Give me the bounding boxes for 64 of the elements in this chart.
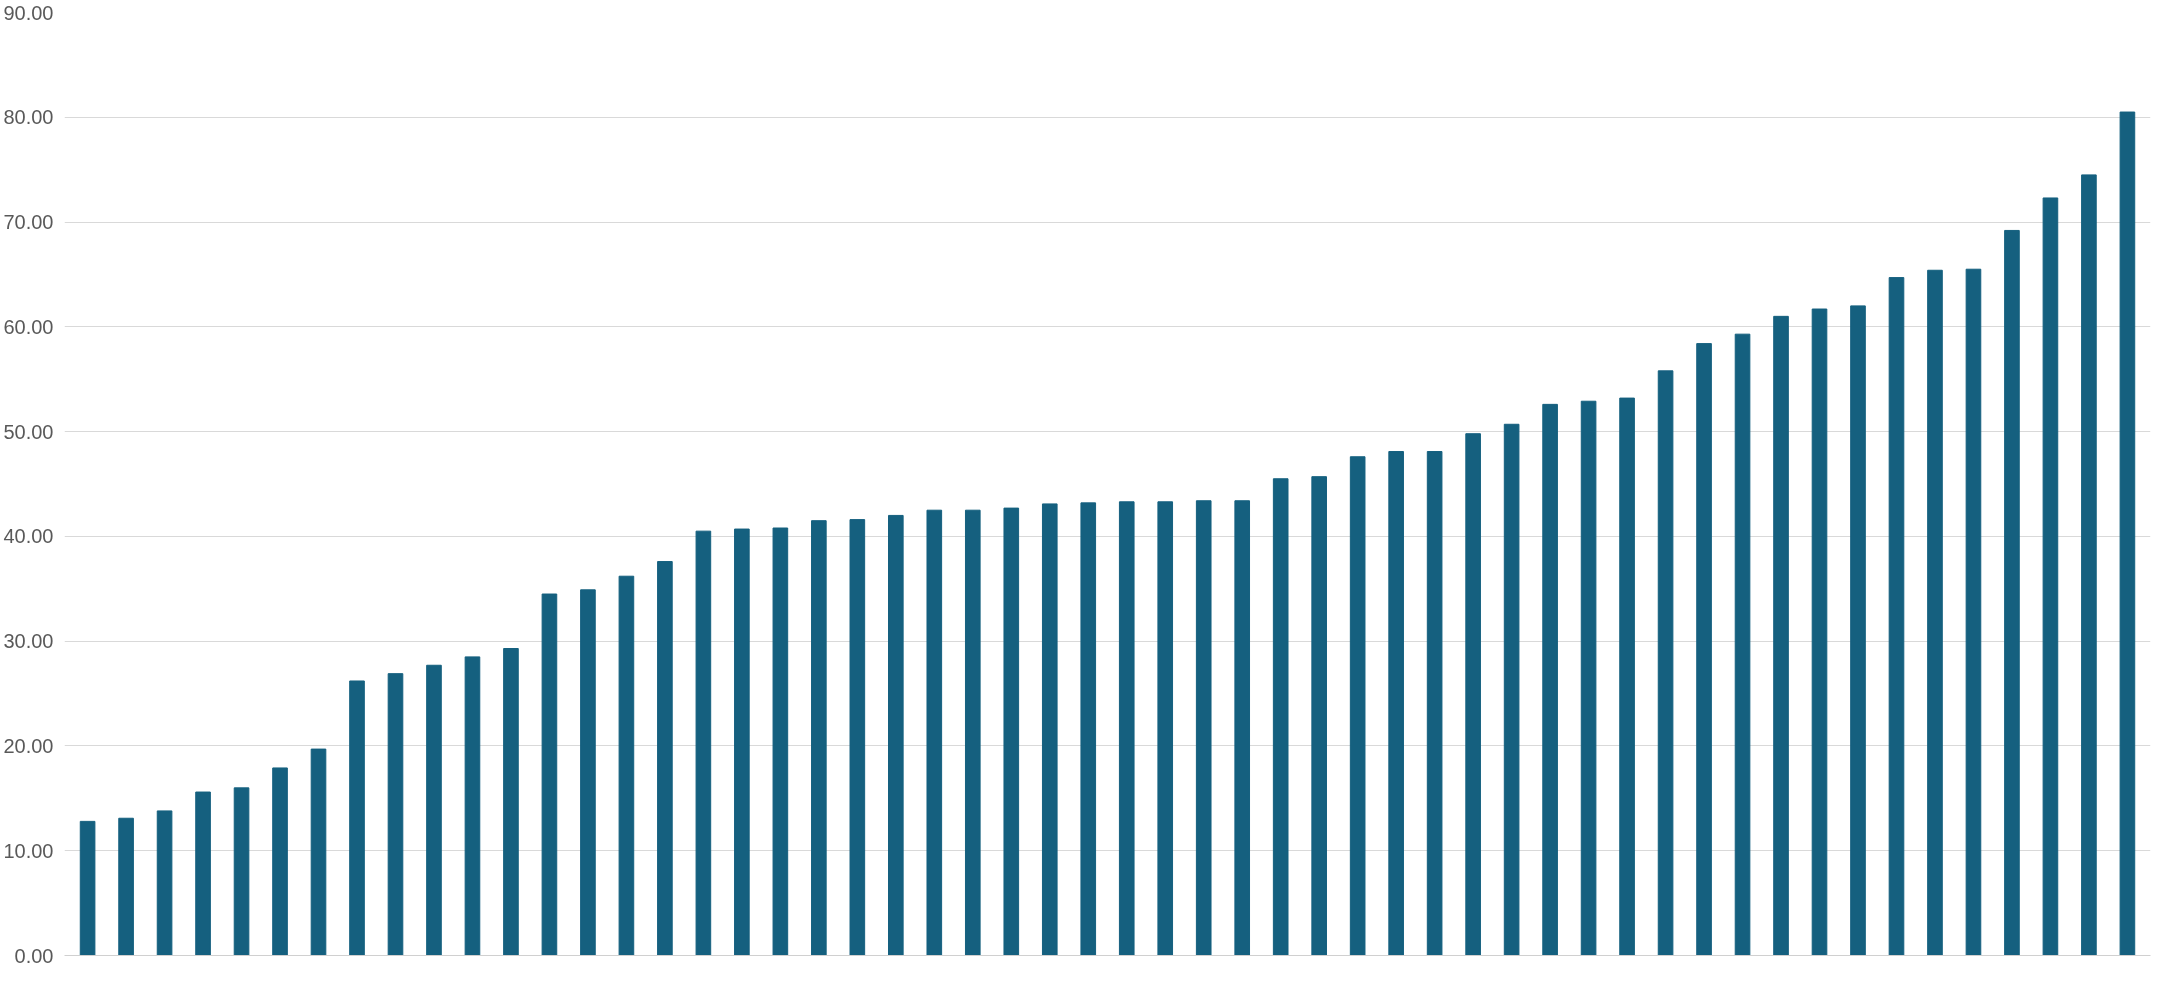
y-tick-label: 40.00 <box>3 525 54 548</box>
bar <box>657 561 673 956</box>
bar <box>1657 370 1674 956</box>
bar <box>387 673 404 956</box>
bar <box>118 817 134 956</box>
bar <box>1118 501 1135 956</box>
bar <box>156 810 173 956</box>
bar <box>1311 476 1327 956</box>
bar <box>464 656 481 956</box>
bar <box>1426 451 1443 956</box>
bar <box>1580 400 1597 956</box>
y-tick-label: 90.00 <box>3 1 54 24</box>
bar <box>849 519 866 956</box>
bar <box>926 509 943 956</box>
bar <box>79 820 96 956</box>
y-tick-label: 10.00 <box>3 839 54 862</box>
bar <box>1542 403 1558 956</box>
bar <box>1349 456 1366 956</box>
bar <box>1041 503 1058 956</box>
bar <box>1734 333 1751 956</box>
bar <box>695 530 712 956</box>
bar <box>1003 507 1020 956</box>
bar <box>349 680 365 956</box>
bar <box>1696 343 1712 956</box>
bar <box>1080 502 1097 956</box>
bar <box>233 787 250 956</box>
bar <box>1965 268 1982 956</box>
bar <box>772 527 789 956</box>
bar <box>888 514 904 956</box>
bar <box>1234 500 1251 956</box>
bar <box>580 589 596 956</box>
bar <box>541 593 558 956</box>
bar <box>2081 174 2097 956</box>
bar <box>426 664 442 956</box>
y-tick-label: 0.00 <box>14 944 54 967</box>
bar <box>2004 229 2020 956</box>
bar <box>2042 197 2059 956</box>
bar <box>1272 478 1289 956</box>
bar <box>734 528 750 956</box>
bar <box>195 791 211 956</box>
bar <box>310 748 327 956</box>
bar <box>1465 433 1481 956</box>
bar <box>503 648 519 956</box>
bar <box>1388 451 1404 956</box>
y-tick-label: 20.00 <box>3 734 54 757</box>
y-tick-label: 30.00 <box>3 630 54 653</box>
bar <box>964 509 981 956</box>
bar <box>272 767 288 956</box>
y-tick-label: 60.00 <box>3 315 54 338</box>
bar <box>811 520 827 956</box>
bar <box>1927 269 1943 956</box>
bar <box>2119 111 2136 956</box>
bar <box>1811 308 1828 956</box>
bar <box>1503 423 1520 956</box>
y-tick-label: 50.00 <box>3 420 54 443</box>
bar <box>1888 277 1905 956</box>
y-tick-label: 80.00 <box>3 106 54 129</box>
bar <box>1773 315 1789 956</box>
bar <box>1619 397 1635 956</box>
bar <box>1157 501 1174 956</box>
bar <box>1195 500 1212 956</box>
y-tick-label: 70.00 <box>3 211 54 234</box>
bar <box>618 575 635 956</box>
bar <box>1850 305 1866 956</box>
